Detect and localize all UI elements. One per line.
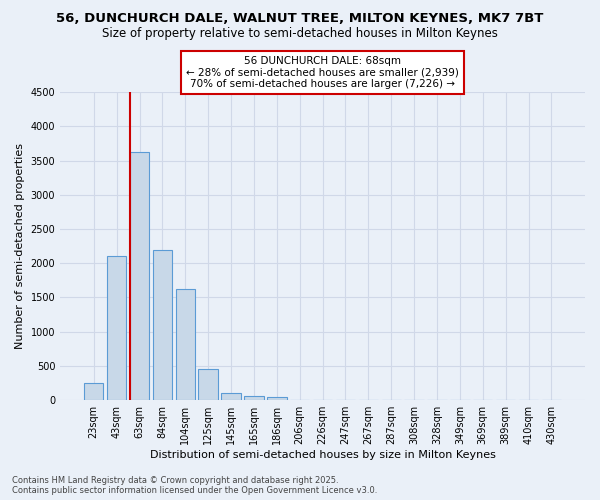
Bar — [130, 152, 149, 400]
Bar — [84, 383, 103, 400]
Bar — [199, 368, 218, 400]
Bar — [221, 392, 241, 400]
Bar — [244, 396, 263, 400]
Text: Size of property relative to semi-detached houses in Milton Keynes: Size of property relative to semi-detach… — [102, 28, 498, 40]
Bar — [152, 250, 172, 400]
Text: Contains HM Land Registry data © Crown copyright and database right 2025.
Contai: Contains HM Land Registry data © Crown c… — [12, 476, 377, 495]
Text: 56 DUNCHURCH DALE: 68sqm
← 28% of semi-detached houses are smaller (2,939)
70% o: 56 DUNCHURCH DALE: 68sqm ← 28% of semi-d… — [186, 56, 459, 89]
Y-axis label: Number of semi-detached properties: Number of semi-detached properties — [15, 143, 25, 349]
Bar — [267, 397, 287, 400]
X-axis label: Distribution of semi-detached houses by size in Milton Keynes: Distribution of semi-detached houses by … — [149, 450, 496, 460]
Text: 56, DUNCHURCH DALE, WALNUT TREE, MILTON KEYNES, MK7 7BT: 56, DUNCHURCH DALE, WALNUT TREE, MILTON … — [56, 12, 544, 26]
Bar — [107, 256, 127, 400]
Bar — [176, 290, 195, 400]
